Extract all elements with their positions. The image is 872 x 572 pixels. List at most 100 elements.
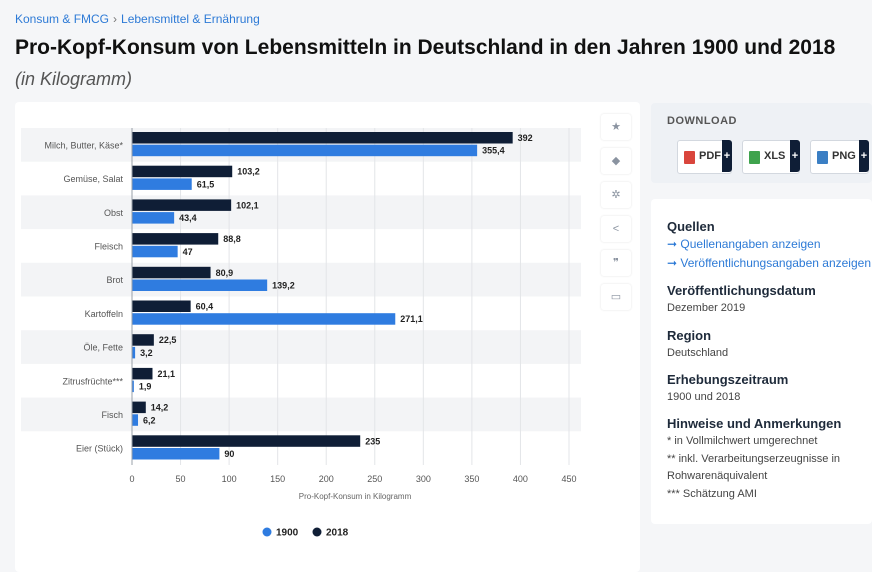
note-2: ** inkl. Verarbeitungserzeugnisse in: [667, 453, 841, 465]
category-label: Kartoffeln: [85, 309, 123, 319]
data-label-2018: 88,8: [223, 234, 241, 244]
category-label: Fisch: [101, 410, 123, 420]
category-label: Obst: [104, 208, 124, 218]
quote-icon: ❞: [613, 257, 619, 269]
bar-2018: [132, 334, 154, 346]
download-panel: DOWNLOAD PDF + XLS + PNG +: [651, 103, 872, 183]
data-label-1900: 43,4: [179, 213, 197, 223]
period-value: 1900 und 2018: [667, 391, 741, 403]
data-label-1900: 271,1: [400, 314, 423, 324]
settings-button[interactable]: ✲: [601, 182, 631, 208]
data-label-2018: 102,1: [236, 200, 259, 210]
download-png-label: PNG: [832, 150, 856, 162]
data-label-1900: 61,5: [197, 179, 215, 189]
row-band: [21, 397, 581, 432]
bar-2018: [132, 367, 153, 380]
data-label-1900: 47: [183, 247, 193, 257]
note-4: *** Schätzung AMI: [667, 488, 757, 500]
notification-button[interactable]: ◆: [601, 148, 631, 174]
legend-label-2018: 2018: [326, 528, 349, 539]
bar-1900: [132, 178, 192, 190]
pdf-options-plus[interactable]: +: [722, 140, 732, 172]
data-label-1900: 1,9: [139, 382, 152, 392]
row-band: [21, 330, 581, 364]
pubdate-heading: Veröffentlichungsdatum: [667, 283, 816, 298]
x-tick-label: 450: [561, 474, 576, 484]
xls-options-plus[interactable]: +: [790, 140, 800, 172]
png-options-plus[interactable]: +: [859, 140, 869, 172]
download-pdf-button[interactable]: PDF +: [677, 140, 732, 174]
data-label-2018: 14,2: [151, 403, 169, 413]
data-label-1900: 3,2: [140, 348, 153, 358]
bar-1900: [132, 245, 178, 258]
row-band: [21, 195, 581, 230]
data-label-2018: 22,5: [159, 335, 177, 345]
download-xls-label: XLS: [764, 150, 786, 162]
x-tick-label: 0: [129, 474, 134, 484]
data-label-1900: 90: [224, 449, 234, 459]
legend-marker-1900: [262, 527, 272, 537]
bar-2018: [132, 233, 219, 245]
category-label: Eier (Stück): [76, 444, 123, 454]
sources-heading: Quellen: [667, 219, 715, 234]
xls-file-icon: [749, 151, 760, 164]
star-icon: ★: [611, 121, 621, 133]
x-tick-label: 350: [464, 474, 479, 484]
share-button[interactable]: <: [601, 216, 631, 242]
bar-2018: [132, 132, 513, 144]
chart-card: Milch, Butter, Käse* 392 355,4 Gemüse, Sala…: [15, 102, 640, 572]
bar-1900: [132, 448, 220, 460]
page-subtitle: (in Kilogramm): [15, 69, 133, 89]
cite-button[interactable]: ❞: [601, 250, 631, 276]
region-heading: Region: [667, 328, 712, 343]
legend-label-1900: 1900: [276, 528, 299, 539]
download-png-button[interactable]: PNG +: [810, 140, 869, 174]
note-1: * in Vollmilchwert umgerechnet: [667, 435, 818, 447]
source-details-link[interactable]: ➞ Quellenangaben anzeigen: [667, 237, 821, 251]
share-icon: <: [612, 223, 620, 235]
gear-icon: ✲: [611, 189, 621, 201]
note-3: Rohwarenäquivalent: [667, 470, 768, 482]
x-tick-label: 400: [513, 474, 528, 484]
bar-1900: [132, 279, 268, 291]
data-label-2018: 235: [365, 436, 380, 446]
category-label: Brot: [106, 275, 123, 285]
period-heading: Erhebungszeitraum: [667, 372, 789, 387]
data-label-2018: 80,9: [216, 268, 234, 278]
category-label: Milch, Butter, Käse*: [44, 140, 123, 150]
download-pdf-label: PDF: [699, 150, 721, 162]
breadcrumb-item-lebensmittel[interactable]: Lebensmittel & Ernährung: [121, 12, 260, 26]
data-label-2018: 103,2: [237, 167, 260, 177]
bar-1900: [132, 414, 139, 426]
data-label-2018: 60,4: [196, 302, 214, 312]
bar-2018: [132, 199, 232, 211]
bar-1900: [132, 346, 136, 359]
bar-1900: [132, 144, 478, 157]
data-label-1900: 139,2: [272, 281, 295, 291]
publication-details-link[interactable]: ➞ Veröffentlichungsangaben anzeigen: [667, 256, 871, 270]
bar-2018: [132, 165, 233, 178]
download-xls-button[interactable]: XLS +: [742, 140, 800, 174]
bar-chart: Milch, Butter, Käse* 392 355,4 Gemüse, Sala…: [21, 128, 581, 539]
notes-heading: Hinweise und Anmerkungen: [667, 416, 842, 431]
x-tick-label: 250: [367, 474, 382, 484]
data-label-2018: 21,1: [157, 369, 175, 379]
x-tick-label: 300: [416, 474, 431, 484]
bar-2018: [132, 401, 146, 414]
bar-1900: [132, 212, 175, 224]
x-tick-label: 100: [222, 474, 237, 484]
pubdate-value: Dezember 2019: [667, 302, 746, 314]
print-button[interactable]: ▭: [601, 284, 631, 310]
breadcrumb-item-konsum[interactable]: Konsum & FMCG: [15, 12, 110, 26]
info-panel: Quellen ➞ Quellenangaben anzeigen ➞ Verö…: [651, 199, 872, 524]
favorite-button[interactable]: ★: [601, 114, 631, 140]
x-tick-label: 50: [176, 474, 186, 484]
bar-1900: [132, 380, 134, 393]
bar-2018: [132, 300, 191, 312]
legend-marker-2018: [312, 527, 322, 537]
x-tick-label: 200: [319, 474, 334, 484]
png-file-icon: [817, 151, 828, 164]
page-title: Pro-Kopf-Konsum von Lebensmitteln in Deu…: [15, 36, 836, 59]
bar-2018: [132, 266, 211, 279]
row-band: [21, 262, 581, 297]
